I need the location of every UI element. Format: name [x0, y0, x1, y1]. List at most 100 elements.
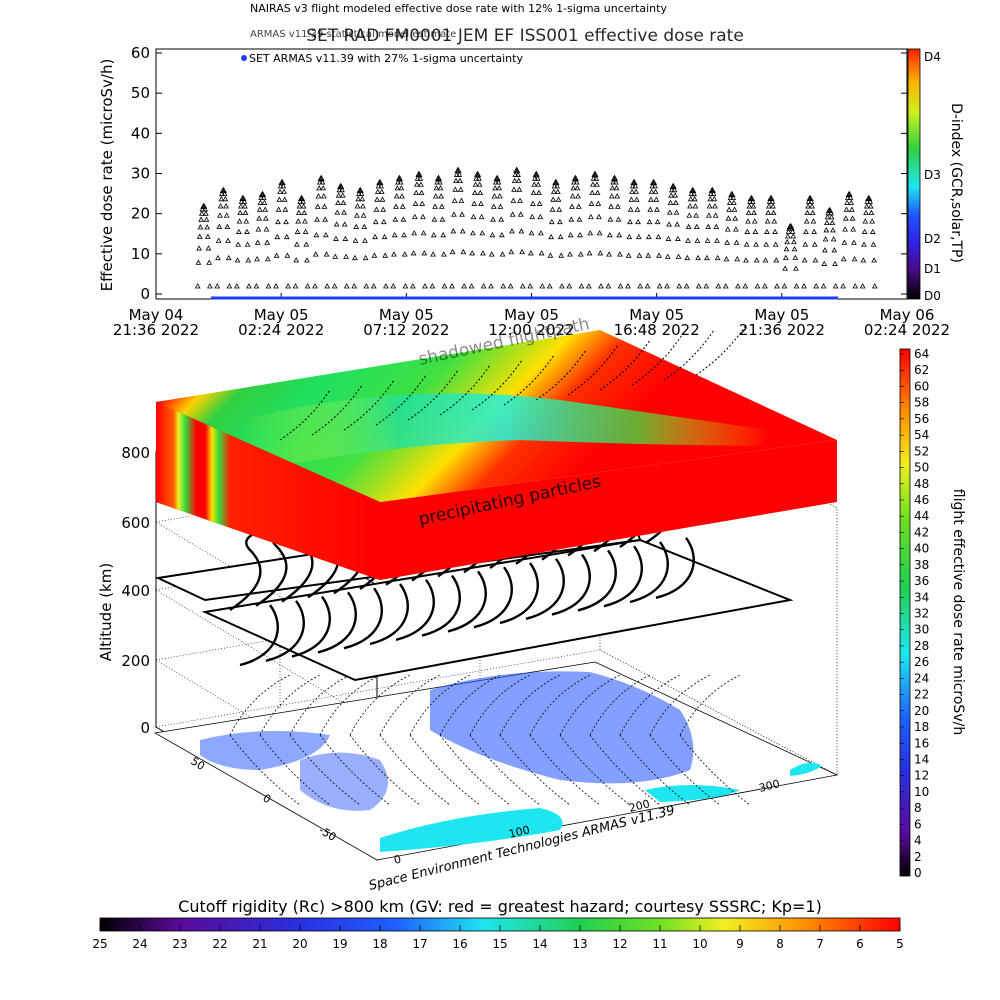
dose-marker — [840, 283, 846, 289]
dose-marker — [363, 283, 370, 289]
dose-marker — [417, 175, 424, 181]
altitude-tick-label: 200 — [121, 652, 150, 670]
dose-marker — [297, 198, 304, 204]
longitude-tick: 0 — [393, 853, 403, 867]
dose-marker — [527, 283, 534, 289]
map-pacific-islands — [790, 762, 822, 776]
dose-marker — [844, 199, 851, 205]
dose-marker — [790, 238, 797, 245]
dose-marker — [648, 188, 655, 194]
orbit-loop-lower — [343, 587, 383, 650]
altitude-tick-label: 400 — [121, 582, 150, 600]
dose-marker — [789, 228, 796, 234]
dose-marker — [461, 283, 467, 289]
dose-marker — [870, 241, 877, 247]
dose-marker — [500, 283, 507, 289]
dose-marker — [468, 283, 475, 289]
dose-marker — [674, 221, 681, 227]
dose-marker — [825, 210, 832, 216]
dose-marker — [257, 199, 264, 205]
dose-marker — [693, 223, 700, 230]
dose-marker — [861, 228, 868, 234]
d-index-tick: D4 — [924, 50, 941, 64]
dose-marker — [633, 188, 639, 194]
dose-marker — [573, 179, 580, 185]
dose-marker — [664, 283, 670, 289]
dose-marker — [793, 283, 800, 289]
dose-marker — [683, 283, 690, 289]
dose-marker — [412, 200, 419, 206]
dose-marker — [335, 192, 342, 198]
dose-marker — [863, 209, 869, 216]
slab-track — [407, 369, 459, 421]
dose-marker — [676, 283, 683, 289]
colorbar-tick-label: 54 — [914, 428, 929, 442]
rigidity-tick-label: 9 — [736, 937, 744, 951]
dose-marker — [707, 195, 714, 202]
dose-marker — [393, 203, 399, 209]
map-antarctica — [380, 808, 563, 852]
colorbar-tick-label: 48 — [914, 477, 929, 491]
ground-track — [559, 674, 631, 806]
dose-marker — [198, 216, 204, 222]
dose-marker — [667, 199, 674, 206]
dose-marker — [849, 215, 856, 221]
cutoff-rigidity-title: Cutoff rigidity (Rc) >800 km (GV: red = … — [178, 897, 822, 916]
dose-marker — [594, 181, 600, 187]
dose-marker — [861, 241, 867, 247]
dose-marker — [568, 216, 575, 222]
dose-marker — [654, 218, 661, 225]
dose-marker — [225, 237, 231, 243]
dose-marker — [224, 223, 231, 230]
dose-marker — [656, 252, 662, 258]
dose-marker — [782, 254, 789, 260]
dose-marker — [430, 251, 436, 257]
dose-marker — [821, 260, 828, 266]
slab-track — [695, 324, 747, 376]
dose-marker — [492, 185, 498, 191]
legend-set-armas: SET ARMAS v11.39 with 27% 1-sigma uncert… — [249, 52, 523, 65]
dose-marker — [281, 196, 288, 202]
dose-marker — [537, 213, 544, 220]
slab-track — [439, 364, 491, 416]
d-index-colorbar — [907, 48, 921, 300]
slab-flightpath-marks — [279, 324, 747, 441]
dose-marker — [656, 283, 663, 289]
dose-marker — [373, 206, 380, 212]
dose-marker — [262, 215, 269, 221]
dose-marker — [668, 186, 675, 193]
dose-marker — [282, 206, 289, 212]
dose-marker — [393, 193, 400, 199]
x-tick-day: May 05 — [754, 306, 809, 324]
dose-marker — [491, 193, 498, 199]
dose-marker — [646, 233, 652, 240]
dose-marker — [498, 231, 505, 238]
colorbar-tick-label: 58 — [914, 396, 929, 410]
dose-marker — [569, 203, 575, 209]
dose-marker — [354, 203, 361, 209]
dose-marker — [237, 209, 244, 216]
dose-marker — [273, 283, 279, 289]
dose-marker — [850, 226, 857, 232]
dose-marker — [351, 254, 358, 261]
dose-marker — [353, 223, 360, 230]
dose-marker — [409, 283, 416, 289]
dose-marker — [691, 195, 698, 202]
dose-marker — [586, 250, 593, 256]
dose-marker — [723, 256, 730, 262]
dose-marker — [263, 226, 270, 232]
dose-marker — [433, 185, 440, 191]
dose-marker — [517, 197, 523, 203]
dose-marker — [478, 213, 485, 220]
dose-marker — [438, 193, 445, 199]
dose-marker — [595, 200, 602, 206]
dose-marker — [751, 209, 757, 216]
dose-marker — [451, 211, 457, 217]
rigidity-tick-label: 16 — [452, 937, 467, 951]
dose-marker — [612, 179, 619, 185]
dose-marker — [246, 283, 252, 289]
dose-marker — [672, 199, 679, 206]
dose-marker — [550, 196, 556, 202]
